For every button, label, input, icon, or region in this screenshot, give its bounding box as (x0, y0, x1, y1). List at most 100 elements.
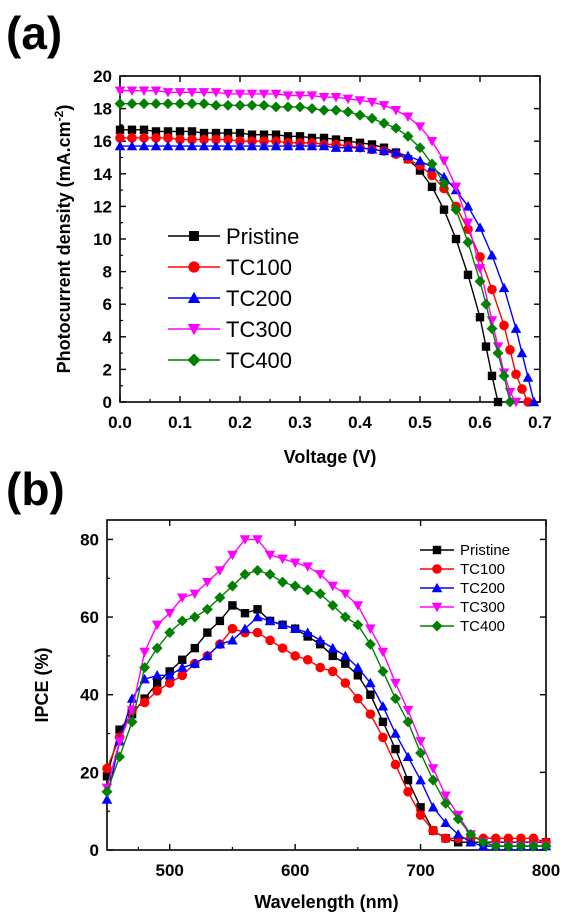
chart-a-point-tc400 (450, 204, 462, 216)
chart-b-point-tc100 (503, 833, 514, 844)
chart-a-point-tc300 (258, 89, 270, 100)
chart-a-point-tc400 (480, 298, 492, 310)
chart-a-point-tc400 (318, 104, 330, 116)
chart-a-legend-label: Pristine (226, 224, 299, 249)
chart-a-legend-marker (189, 231, 199, 241)
chart-a-ytick-label: 0 (103, 393, 112, 412)
chart-b-point-tc200 (340, 650, 351, 661)
chart-a-point-tc200 (522, 372, 534, 382)
chart-a-point-tc200 (342, 142, 354, 152)
chart-b-point-tc100 (252, 627, 263, 638)
chart-a-frame (119, 75, 541, 403)
chart-a-point-tc300 (504, 388, 516, 398)
chart-a-point-tc300 (198, 88, 210, 98)
chart-a-point-tc300 (282, 91, 294, 101)
chart-b-point-tc300 (139, 647, 150, 658)
chart-a-point-tc200 (222, 140, 234, 151)
chart-b-point-tc300 (365, 624, 376, 634)
chart-a-point-pristine (331, 135, 341, 144)
chart-b-point-pristine (102, 772, 112, 781)
chart-b-point-tc200 (177, 662, 188, 672)
chart-b-point-tc200 (151, 670, 163, 680)
chart-a-xtick-label: 0.3 (288, 413, 312, 432)
chart-a-legend-label: TC200 (226, 286, 292, 311)
chart-a-point-tc400 (294, 101, 306, 113)
chart-b-point-tc100 (327, 666, 338, 677)
chart-b-point-tc100 (516, 833, 526, 844)
chart-b-point-tc400 (364, 638, 376, 650)
chart-a-point-tc400 (150, 98, 162, 110)
chart-a-xtick-label: 0.0 (108, 413, 132, 432)
chart-a-point-tc300 (438, 156, 450, 167)
chart-b-ytick-label: 80 (80, 530, 99, 549)
chart-b-point-tc300 (427, 764, 439, 774)
chart-b-point-tc300 (415, 737, 426, 747)
chart-b-point-tc100 (415, 810, 426, 820)
chart-b-point-tc200 (352, 662, 364, 672)
chart-b-point-tc200 (189, 658, 201, 668)
chart-b-point-tc400 (139, 662, 151, 673)
chart-a-xtick-label: 0.4 (348, 413, 372, 432)
chart-a-point-tc200 (528, 396, 540, 407)
chart-a-point-tc100 (499, 320, 509, 331)
chart-a-point-tc400 (504, 396, 516, 408)
chart-a-point-tc400 (390, 122, 402, 134)
chart-b-point-tc400 (176, 615, 188, 627)
chart-b-point-tc100 (353, 693, 363, 704)
chart-b-point-tc100 (378, 732, 388, 743)
chart-a-point-tc200 (474, 222, 486, 232)
chart-a-point-tc200 (330, 142, 342, 152)
chart-a-legend-label: TC100 (226, 255, 292, 280)
chart-b-point-tc100 (164, 678, 175, 688)
chart-b-point-tc400 (264, 568, 276, 580)
chart-b-point-tc400 (302, 584, 314, 596)
chart-a-point-tc300 (174, 88, 186, 98)
chart-a-point-tc400 (198, 98, 210, 110)
chart-a-point-tc100 (187, 134, 197, 145)
chart-b-point-tc200 (289, 623, 301, 633)
chart-a-point-tc100 (505, 345, 515, 355)
chart-b-legend-label: TC100 (460, 561, 505, 578)
chart-a-point-pristine (343, 137, 353, 146)
chart-a-point-tc300 (270, 89, 282, 100)
chart-a-point-tc400 (474, 275, 486, 287)
chart-b-point-tc200 (402, 751, 414, 762)
chart-b-point-tc200 (465, 836, 476, 847)
chart-b-point-tc300 (302, 562, 313, 572)
chart-a-point-tc400 (186, 98, 198, 110)
panel-label-b: (b) (6, 463, 65, 515)
chart-b-point-tc200 (202, 650, 213, 661)
chart-a-point-tc200 (270, 140, 282, 151)
chart-b-point-tc100 (227, 623, 238, 634)
chart-a-point-tc200 (162, 140, 174, 151)
chart-b-point-pristine (253, 605, 262, 614)
chart-b-ytick-label: 20 (80, 763, 99, 782)
chart-a-point-tc200 (366, 144, 378, 154)
chart-a-point-pristine (439, 205, 449, 214)
chart-b-point-tc300 (277, 554, 288, 565)
chart-a-point-tc100 (427, 170, 437, 181)
chart-a-point-tc200 (318, 140, 330, 151)
chart-a-ytick-label: 10 (93, 230, 112, 249)
chart-b-point-pristine (190, 643, 199, 653)
chart-a-legend-marker (187, 353, 201, 367)
chart-a-point-tc300 (450, 182, 462, 193)
chart-a-point-tc300 (222, 89, 234, 100)
chart-a-point-tc400 (126, 98, 138, 110)
chart-b-point-tc400 (490, 840, 502, 852)
chart-b-point-tc300 (239, 535, 251, 545)
chart-a-point-tc300 (162, 88, 174, 98)
chart-b-point-tc400 (515, 840, 527, 852)
chart-b-point-tc400 (477, 836, 489, 848)
chart-a-legend-label: TC300 (226, 317, 292, 342)
chart-a-point-tc200 (414, 155, 426, 165)
chart-a-point-tc400 (258, 99, 270, 111)
chart-a-point-tc300 (366, 97, 378, 108)
chart-a-point-pristine (223, 128, 233, 138)
chart-a-point-tc300 (462, 218, 474, 228)
chart-a-point-pristine (139, 125, 149, 134)
chart-a-point-tc400 (210, 99, 222, 111)
chart-b-point-pristine (203, 628, 212, 637)
chart-a-point-tc300 (234, 89, 246, 100)
chart-b-series-line-tc200 (106, 616, 546, 847)
